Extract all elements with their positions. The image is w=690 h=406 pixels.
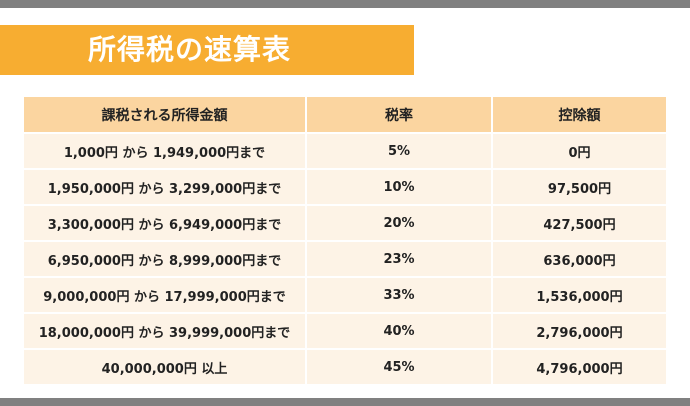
tax-rate-cell: 45% xyxy=(307,350,493,386)
tax-rate-cell: 40% xyxy=(307,314,493,350)
income-range-cell: 1,950,000円 から 3,299,000円まで xyxy=(24,170,307,206)
income-range-cell: 40,000,000円 以上 xyxy=(24,350,307,386)
table-row: 18,000,000円 から 39,999,000円まで 40% 2,796,0… xyxy=(24,314,666,350)
bottom-frame-bar xyxy=(0,398,690,406)
tax-rate-cell: 23% xyxy=(307,242,493,278)
deduction-cell: 0円 xyxy=(493,134,666,170)
tax-rate-table: 課税される所得金額 税率 控除額 1,000円 から 1,949,000円まで … xyxy=(24,97,666,386)
income-range-cell: 18,000,000円 から 39,999,000円まで xyxy=(24,314,307,350)
table-row: 40,000,000円 以上 45% 4,796,000円 xyxy=(24,350,666,386)
deduction-cell: 4,796,000円 xyxy=(493,350,666,386)
deduction-cell: 97,500円 xyxy=(493,170,666,206)
income-range-cell: 3,300,000円 から 6,949,000円まで xyxy=(24,206,307,242)
table-row: 1,950,000円 から 3,299,000円まで 10% 97,500円 xyxy=(24,170,666,206)
header-deduction: 控除額 xyxy=(493,97,666,134)
table-row: 6,950,000円 から 8,999,000円まで 23% 636,000円 xyxy=(24,242,666,278)
table-header-row: 課税される所得金額 税率 控除額 xyxy=(24,97,666,134)
header-tax-rate: 税率 xyxy=(307,97,493,134)
tax-rate-cell: 33% xyxy=(307,278,493,314)
table-row: 1,000円 から 1,949,000円まで 5% 0円 xyxy=(24,134,666,170)
table-row: 9,000,000円 から 17,999,000円まで 33% 1,536,00… xyxy=(24,278,666,314)
deduction-cell: 2,796,000円 xyxy=(493,314,666,350)
tax-rate-cell: 20% xyxy=(307,206,493,242)
title-banner: 所得税の速算表 xyxy=(0,25,414,75)
page-title: 所得税の速算表 xyxy=(88,33,292,66)
table-row: 3,300,000円 から 6,949,000円まで 20% 427,500円 xyxy=(24,206,666,242)
income-range-cell: 9,000,000円 から 17,999,000円まで xyxy=(24,278,307,314)
tax-rate-cell: 5% xyxy=(307,134,493,170)
tax-rate-cell: 10% xyxy=(307,170,493,206)
deduction-cell: 636,000円 xyxy=(493,242,666,278)
deduction-cell: 427,500円 xyxy=(493,206,666,242)
income-range-cell: 1,000円 から 1,949,000円まで xyxy=(24,134,307,170)
deduction-cell: 1,536,000円 xyxy=(493,278,666,314)
top-frame-bar xyxy=(0,0,690,8)
income-range-cell: 6,950,000円 から 8,999,000円まで xyxy=(24,242,307,278)
header-taxable-income: 課税される所得金額 xyxy=(24,97,307,134)
